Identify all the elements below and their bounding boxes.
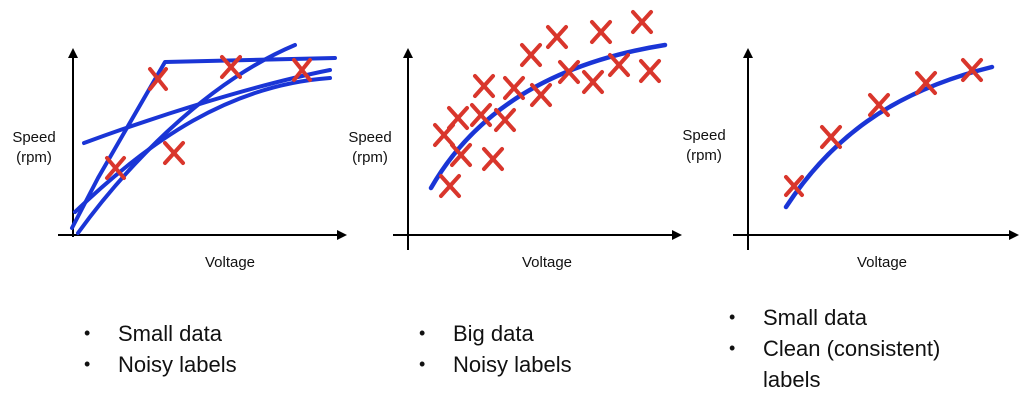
panel-2-data-point <box>473 74 495 98</box>
panel-1-data-point <box>105 156 126 180</box>
panel-2-data-point <box>582 70 604 94</box>
panel-1-data-point <box>292 58 312 82</box>
panel-1-bullet-list: • Small data • Noisy labels <box>80 318 237 380</box>
panel-1-data-point <box>148 67 168 91</box>
panel-2-x-label: Voltage <box>521 254 573 271</box>
panel-3-data-point <box>915 71 937 95</box>
panel-2-y-label: Speed (rpm) <box>340 128 400 168</box>
bullet-icon: • <box>729 307 736 327</box>
bullet-text: Small data <box>763 305 867 330</box>
panel-2-bullet-list: • Big data • Noisy labels <box>415 318 572 380</box>
bullet-icon: • <box>419 323 426 343</box>
panel-2-plot <box>393 10 682 250</box>
panel-2-data-point <box>631 10 653 34</box>
panel-3-data-point <box>820 125 842 149</box>
panel-2-data-point <box>494 108 516 132</box>
panel-2-y-label-line2: (rpm) <box>352 149 388 166</box>
panel-1-y-label: Speed (rpm) <box>4 128 64 168</box>
bullet-icon: • <box>84 323 91 343</box>
panel-1-data-point <box>163 141 185 165</box>
panel-1-y-label-line2: (rpm) <box>16 149 52 166</box>
panel-2-data-point <box>450 143 472 167</box>
panel-2-y-label-line1: Speed <box>348 129 392 146</box>
panel-2-data-point <box>482 147 504 171</box>
panel-2-data-point <box>530 83 552 107</box>
list-item: • Clean (consistent) <box>725 333 940 364</box>
panel-3-y-label-line1: Speed <box>682 127 726 144</box>
panel-1-x-label: Voltage <box>204 254 256 271</box>
panel-3-data-point <box>784 175 804 197</box>
panel-2-data-point <box>558 60 580 84</box>
panel-2-data-point <box>520 43 542 67</box>
panel-3-x-label: Voltage <box>856 254 908 271</box>
panel-2-fit-curve <box>428 42 668 191</box>
panel-2-data-point <box>608 53 630 77</box>
panel-2-data-point <box>590 20 612 44</box>
bullet-icon: • <box>419 354 426 374</box>
panel-2-data-point <box>470 103 492 127</box>
panel-1-data-point <box>220 55 242 79</box>
panel-1-plot <box>58 43 347 240</box>
panel-3-y-label: Speed (rpm) <box>674 126 734 166</box>
panel-2-data-point <box>639 59 661 83</box>
bullet-text: Clean (consistent) <box>763 336 941 361</box>
panel-2-data-point <box>546 25 568 49</box>
list-item: • Small data <box>80 318 237 349</box>
panel-3-bullet-list: • Small data • Clean (consistent) labels <box>725 302 940 395</box>
panel-2-data-point <box>503 76 525 100</box>
panel-2-data-point <box>439 174 461 198</box>
bullet-icon: • <box>84 354 91 374</box>
list-item: • Small data <box>725 302 940 333</box>
panel-3-y-label-line2: (rpm) <box>686 147 722 164</box>
panel-3-data-point <box>868 93 890 117</box>
bullet-text: Small data <box>118 321 222 346</box>
list-item: • Noisy labels <box>415 349 572 380</box>
list-item: • Big data <box>415 318 572 349</box>
panel-1-fit-curve-2 <box>76 43 297 235</box>
panel-3-plot <box>733 48 1019 250</box>
bullet-text: Noisy labels <box>453 352 572 377</box>
bullet-text: Big data <box>453 321 534 346</box>
list-item: • Noisy labels <box>80 349 237 380</box>
panel-3-fit-curve <box>783 64 995 210</box>
list-item: labels <box>725 364 940 395</box>
bullet-text: labels <box>763 367 821 392</box>
panel-2-data-point <box>447 106 469 130</box>
panel-1-fit-curve-3 <box>82 68 332 145</box>
panel-1-fit-curve-4 <box>73 76 332 214</box>
panel-3-data-point <box>961 58 983 82</box>
bullet-text: Noisy labels <box>118 352 237 377</box>
panel-1-y-label-line1: Speed <box>12 129 56 146</box>
bullet-icon: • <box>729 338 736 358</box>
